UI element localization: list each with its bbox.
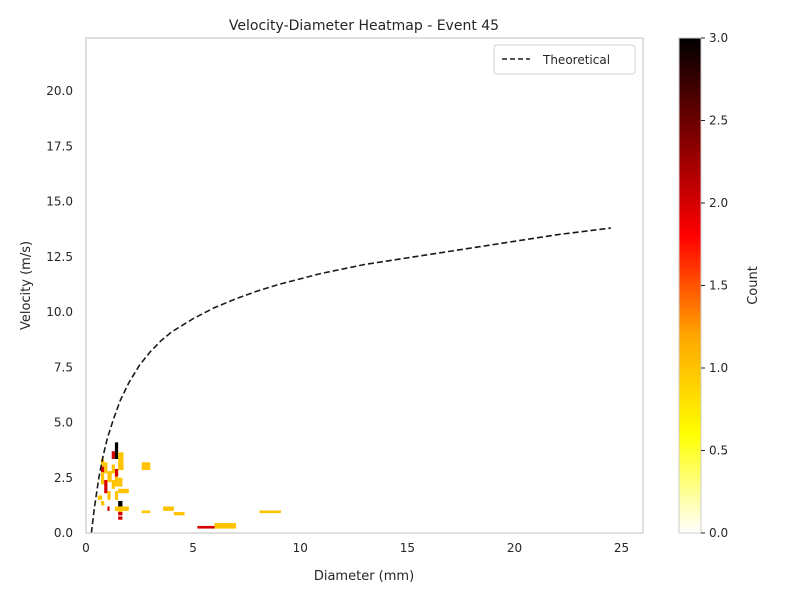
- heatmap-cell-15: [114, 468, 119, 477]
- heatmap-cell-31: [173, 512, 185, 516]
- x-tick-label-4: 20: [507, 541, 522, 555]
- series-line-0: [90, 227, 611, 534]
- colorbar-tick-label-2: 1.0: [709, 361, 728, 375]
- y-tick-label-5: 12.5: [46, 250, 73, 264]
- heatmap-cells: [97, 442, 281, 529]
- x-tick-label-5: 25: [614, 541, 629, 555]
- heatmap-cell-3: [100, 472, 105, 485]
- heatmap-cell-26: [118, 516, 123, 520]
- chart-title: Velocity-Diameter Heatmap - Event 45: [229, 18, 499, 34]
- colorbar-tick-label-6: 3.0: [709, 31, 728, 45]
- heatmap-cell-7: [107, 471, 112, 483]
- y-tick-label-3: 7.5: [54, 360, 73, 374]
- heatmap-cell-11: [111, 464, 115, 474]
- heatmap-cell-2: [100, 466, 105, 473]
- heatmap-cell-29: [141, 510, 151, 514]
- colorbar-tick-label-3: 1.5: [709, 279, 728, 293]
- heatmap-cell-1: [100, 458, 105, 467]
- colorbar-tick-label-5: 2.5: [709, 114, 728, 128]
- heatmap-cell-17: [114, 491, 119, 500]
- x-axis-ticks: 0 5 10 15 20 25: [82, 541, 629, 555]
- heatmap-cell-25: [118, 512, 123, 516]
- heatmap-cell-4: [100, 500, 105, 506]
- heatmap-cell-9: [107, 506, 110, 511]
- colorbar-label: Count: [746, 266, 761, 305]
- heatmap-cell-12: [111, 451, 115, 459]
- y-axis-ticks: 0.0 2.5 5.0 7.5 10.0 12.5 15.0 17.5 20.0: [46, 84, 73, 540]
- heatmap-cell-20: [118, 460, 124, 471]
- heatmap-cell-22: [118, 488, 129, 494]
- theoretical-curve-layer: [90, 227, 611, 534]
- heatmap-cell-34: [259, 510, 281, 514]
- legend-entry-theoretical: Theoretical: [542, 53, 610, 67]
- heatmap-cell-13: [114, 442, 119, 453]
- heatmap-cell-32: [197, 525, 215, 529]
- colorbar: [678, 37, 702, 534]
- colorbar-tick-label-4: 2.0: [709, 196, 728, 210]
- x-tick-label-0: 0: [82, 541, 90, 555]
- y-tick-label-8: 20.0: [46, 84, 73, 98]
- y-tick-label-1: 2.5: [54, 471, 73, 485]
- heatmap-cell-6: [104, 479, 108, 494]
- heatmap-cell-30: [163, 506, 174, 511]
- y-tick-label-2: 5.0: [54, 416, 73, 430]
- heatmap-cell-21: [118, 477, 123, 487]
- heatmap-cell-23: [118, 500, 123, 507]
- y-tick-label-7: 17.5: [46, 139, 73, 153]
- legend-box: [493, 44, 636, 75]
- plot-area: [86, 38, 643, 533]
- x-tick-label-1: 5: [189, 541, 197, 555]
- y-tick-label-6: 15.0: [46, 195, 73, 209]
- colorbar-ticks: 0.0 0.5 1.0 1.5 2.0 2.5 3.0: [701, 31, 728, 540]
- legend: Theoretical: [493, 44, 636, 75]
- heatmap-cell-10: [111, 479, 115, 489]
- x-tick-label-2: 10: [293, 541, 308, 555]
- x-axis-label: Diameter (mm): [314, 569, 414, 584]
- colorbar-tick-label-0: 0.0: [709, 526, 728, 540]
- heatmap-cell-14: [114, 452, 119, 459]
- heatmap-cell-0: [97, 495, 103, 500]
- heatmap-cell-19: [118, 452, 124, 461]
- y-axis-label: Velocity (m/s): [19, 241, 34, 330]
- heatmap-cell-24: [118, 506, 123, 513]
- heatmap-cell-28: [141, 462, 151, 471]
- heatmap-cell-18: [114, 506, 120, 511]
- heatmap-cell-16: [114, 476, 119, 487]
- heatmap-cell-8: [107, 491, 111, 500]
- heatmap-cell-33: [214, 523, 236, 529]
- colorbar-tick-label-1: 0.5: [709, 444, 728, 458]
- y-tick-label-4: 10.0: [46, 305, 73, 319]
- heatmap-cell-5: [104, 462, 108, 474]
- y-tick-label-0: 0.0: [54, 526, 73, 540]
- plot-frame: [85, 37, 644, 534]
- heatmap-cell-27: [122, 506, 129, 511]
- x-tick-label-3: 15: [400, 541, 415, 555]
